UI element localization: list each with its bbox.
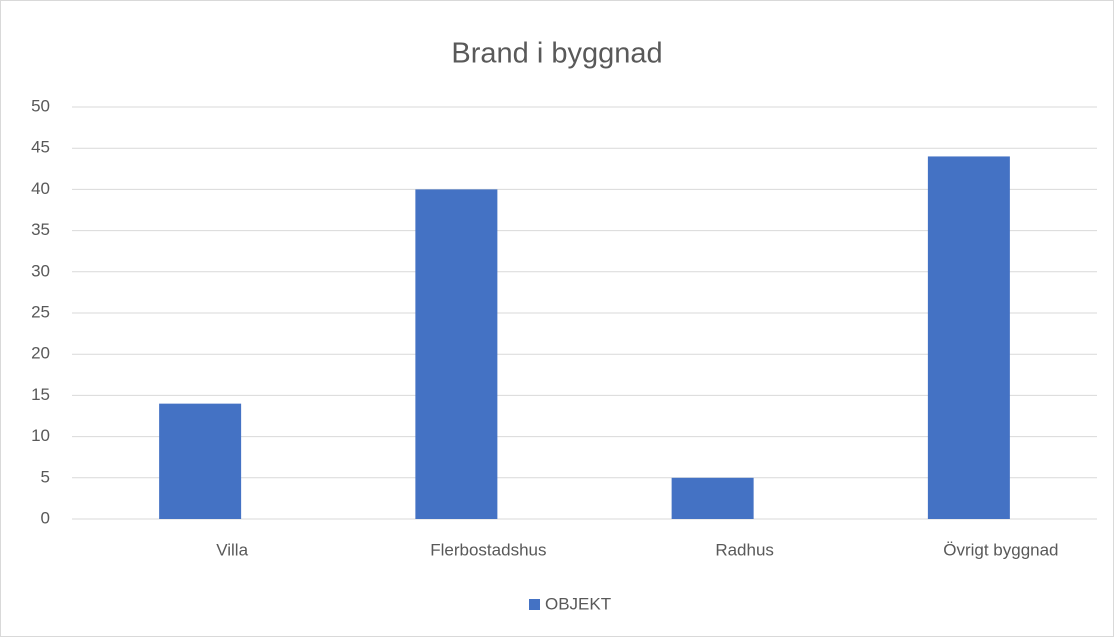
bar: [671, 477, 754, 519]
chart-title: Brand i byggnad: [451, 38, 662, 70]
x-tick-label: Villa: [216, 540, 248, 559]
bar: [415, 189, 498, 519]
y-tick-label: 45: [31, 138, 50, 157]
y-tick-label: 35: [31, 220, 50, 239]
x-tick-label: Flerbostadshus: [430, 540, 546, 559]
y-tick-label: 15: [31, 385, 50, 404]
y-tick-label: 5: [41, 467, 50, 486]
y-tick-label: 0: [41, 508, 50, 527]
y-tick-label: 30: [31, 261, 50, 280]
y-tick-label: 40: [31, 179, 50, 198]
y-tick-label: 25: [31, 302, 50, 321]
y-tick-label: 20: [31, 344, 50, 363]
legend-swatch: [529, 599, 540, 610]
bar: [927, 156, 1010, 519]
x-tick-label: Övrigt byggnad: [943, 540, 1058, 559]
legend-label: OBJEKT: [545, 594, 611, 613]
y-tick-label: 10: [31, 426, 50, 445]
bar: [159, 403, 242, 519]
x-tick-label: Radhus: [715, 540, 774, 559]
y-tick-label: 50: [31, 96, 50, 115]
